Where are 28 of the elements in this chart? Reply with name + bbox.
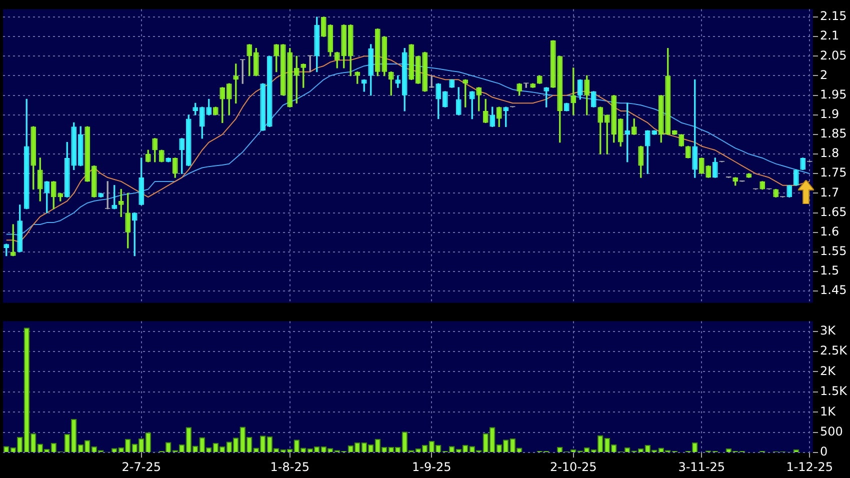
x-tick-label: 2-7-25 [122, 460, 161, 474]
y-tick-label: 1.45 [820, 283, 847, 298]
x-tick-label: 1-9-25 [412, 460, 452, 474]
x-tick-label: 1-12-25 [786, 460, 834, 474]
y-tick-label: 2.15 [820, 9, 847, 24]
x-tick-label: 3-11-25 [678, 460, 726, 474]
x-tick-label: 1-8-25 [270, 460, 310, 474]
y-tick-label: 1.5K [820, 384, 848, 398]
y-tick-label: 1.55 [820, 244, 847, 258]
y-tick-label: 1.65 [820, 204, 847, 219]
y-tick-label: 2.5K [820, 344, 848, 358]
y-tick-label: 1.6 [820, 224, 840, 238]
y-tick-label: 2.1 [820, 28, 840, 43]
y-tick-label: 1.5 [820, 264, 840, 278]
y-tick-label: 2 [820, 68, 828, 82]
y-tick-label: 2K [820, 364, 837, 378]
x-tick-label: 2-10-25 [550, 460, 597, 474]
y-tick-label: 500 [820, 424, 843, 439]
y-tick-label: 1.85 [820, 126, 847, 141]
y-tick-label: 1K [820, 404, 837, 418]
y-tick-label: 0 [820, 444, 828, 459]
y-tick-label: 2.05 [820, 48, 847, 62]
y-tick-label: 3K [820, 323, 837, 338]
y-tick-label: 1.95 [820, 87, 847, 102]
y-tick-label: 1.75 [820, 166, 847, 180]
y-tick-label: 1.9 [820, 107, 840, 122]
y-tick-label: 1.8 [820, 146, 840, 160]
y-tick-label: 1.7 [820, 185, 840, 200]
